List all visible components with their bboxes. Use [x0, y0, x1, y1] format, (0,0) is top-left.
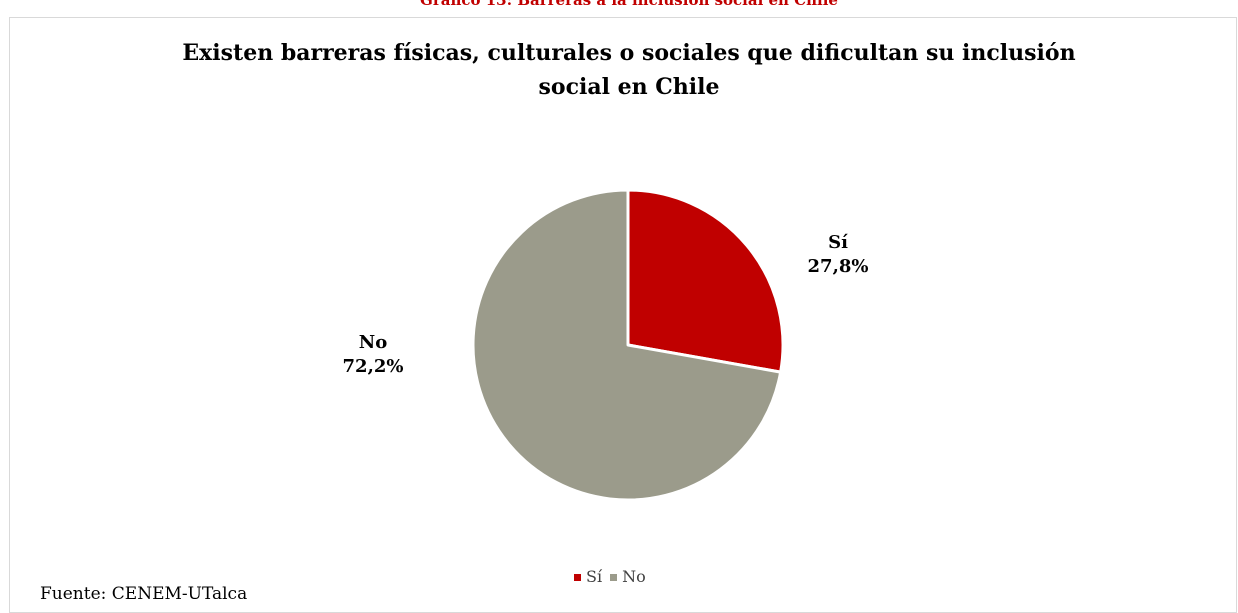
figure-caption: Gráfico 13: Barreras a la inclusión soci…	[420, 0, 838, 9]
legend-swatch-si	[574, 573, 581, 581]
data-label-si-value: 27,8%	[807, 256, 869, 277]
legend-label-no: No	[622, 567, 646, 586]
data-label-no-value: 72,2%	[342, 356, 404, 377]
pie-slice-no	[471, 188, 783, 502]
chart-title-line-1: Existen barreras físicas, culturales o s…	[182, 40, 1076, 66]
chart-title-line-2: social en Chile	[538, 74, 720, 100]
legend: Sí No	[574, 567, 654, 587]
data-label-si: Sí 27,8%	[778, 231, 898, 279]
data-label-si-category: Sí	[828, 232, 848, 253]
chart-title: Existen barreras físicas, culturales o s…	[0, 36, 1238, 104]
data-label-no-category: No	[358, 332, 388, 353]
legend-swatch-no	[610, 573, 618, 581]
source-note: Fuente: CENEM-UTalca	[40, 584, 248, 604]
legend-item-si: Sí	[574, 567, 602, 587]
legend-item-no: No	[610, 567, 646, 587]
data-label-no: No 72,2%	[313, 331, 433, 379]
legend-label-si: Sí	[586, 567, 603, 586]
pie-slice-si	[626, 188, 785, 374]
